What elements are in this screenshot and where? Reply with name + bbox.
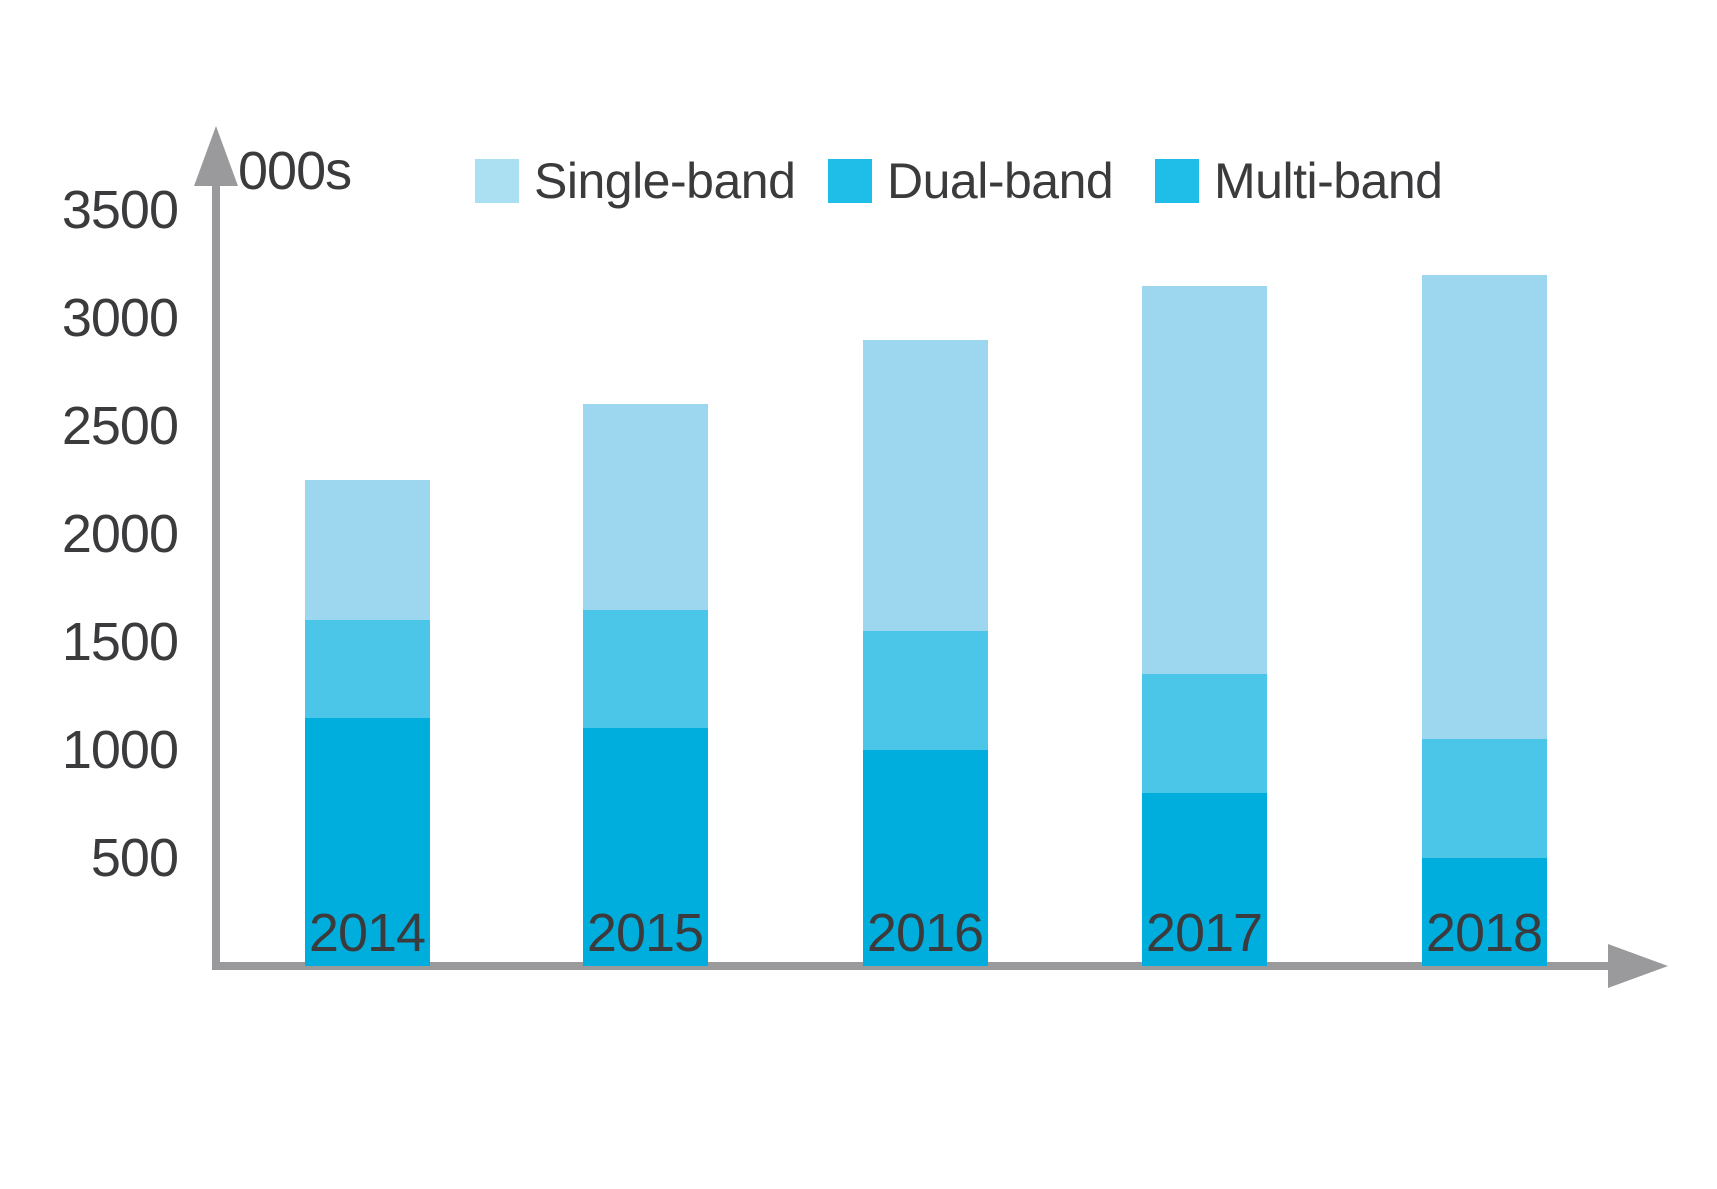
bar-segment-dual-band-2014 — [304, 620, 430, 718]
bar-segment-multi-band-2016 — [862, 750, 988, 966]
bar-segment-multi-band-2015 — [582, 728, 708, 966]
y-axis-unit-label: 000s — [238, 141, 352, 201]
bar-segment-single-band-2015 — [582, 404, 708, 610]
legend-item-dual-band: Dual-band — [828, 152, 1114, 210]
x-tick-label-2016: 2016 — [866, 903, 984, 963]
bar-segment-dual-band-2018 — [1421, 739, 1547, 858]
x-axis — [212, 962, 1612, 970]
bar-segment-single-band-2017 — [1141, 285, 1267, 675]
y-tick-label: 2500 — [61, 396, 179, 456]
y-tick-label: 2000 — [61, 504, 179, 564]
bar-segment-single-band-2014 — [304, 480, 430, 621]
bar-segment-single-band-2018 — [1421, 274, 1547, 740]
y-axis — [212, 180, 220, 966]
multi-band-swatch-icon — [1155, 159, 1199, 203]
legend-label: Dual-band — [887, 153, 1114, 209]
legend-item-single-band: Single-band — [475, 152, 796, 210]
y-tick-label: 500 — [90, 828, 179, 888]
bar-segment-dual-band-2017 — [1141, 674, 1267, 794]
y-tick-label: 1500 — [61, 612, 179, 672]
bar-segment-multi-band-2018 — [1421, 858, 1547, 966]
bar-segment-multi-band-2014 — [304, 717, 430, 966]
y-tick-label: 3500 — [61, 180, 179, 240]
bar-segment-single-band-2016 — [862, 339, 988, 632]
x-tick-label-2018: 2018 — [1425, 903, 1543, 963]
bar-segment-multi-band-2017 — [1141, 793, 1267, 966]
y-tick-label: 3000 — [61, 288, 179, 348]
bar-segment-dual-band-2015 — [582, 609, 708, 729]
x-tick-label-2017: 2017 — [1145, 903, 1263, 963]
dual-band-swatch-icon — [828, 159, 872, 203]
legend-label: Multi-band — [1214, 153, 1443, 209]
x-tick-label-2015: 2015 — [586, 903, 704, 963]
y-tick-label: 1000 — [61, 720, 179, 780]
legend-label: Single-band — [534, 153, 796, 209]
bar-segment-dual-band-2016 — [862, 631, 988, 750]
x-tick-label-2014: 2014 — [308, 903, 426, 963]
legend-item-multi-band: Multi-band — [1155, 152, 1443, 210]
y-axis-arrowhead-icon — [194, 126, 238, 186]
x-axis-arrowhead-icon — [1608, 944, 1668, 988]
single-band-swatch-icon — [475, 159, 519, 203]
